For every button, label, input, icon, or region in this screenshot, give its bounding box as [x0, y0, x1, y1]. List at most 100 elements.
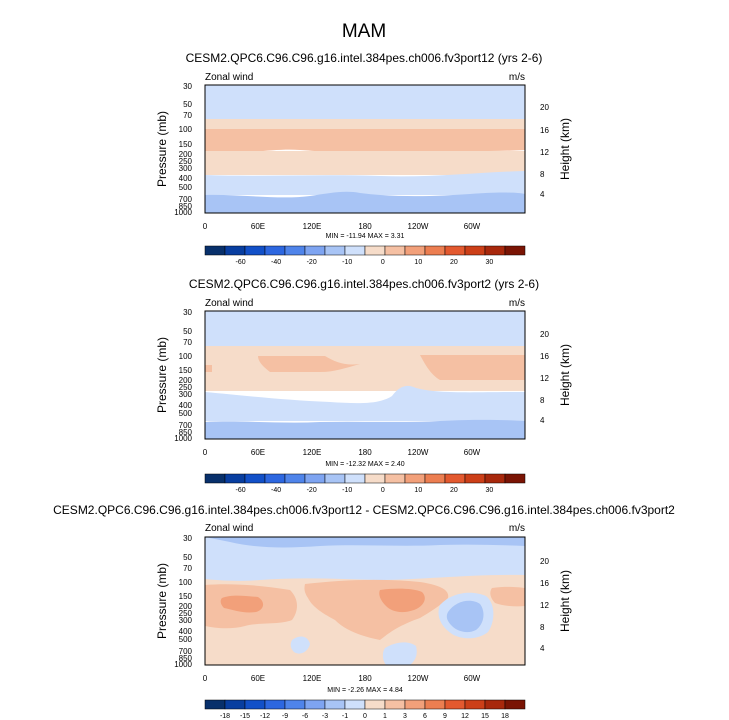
colorbar-label: 9 [443, 713, 447, 720]
y-tick-label: 300 [179, 164, 193, 173]
height-tick-label: 12 [540, 148, 549, 157]
height-tick-label: 12 [540, 601, 549, 610]
y-tick-label: 70 [183, 338, 192, 347]
y-tick-label: 150 [179, 140, 193, 149]
diff-strat-top [205, 537, 525, 548]
y-tick-label: 50 [183, 327, 192, 336]
panel-2-right-label: m/s [509, 298, 525, 309]
colorbar-swatch [364, 473, 386, 484]
panel-2-frame [204, 310, 526, 440]
colorbar-swatch [204, 245, 226, 256]
colorbar-swatch [224, 473, 246, 484]
colorbar-label: -60 [235, 259, 245, 266]
colorbar-label: -10 [342, 259, 352, 266]
y-tick-label: 70 [183, 564, 192, 573]
colorbar-swatch [404, 699, 426, 710]
diff-neg-mid [290, 636, 310, 654]
y-tick-label: 250 [179, 383, 193, 392]
colorbar-label: -20 [307, 487, 317, 494]
colorbar-swatch [464, 245, 486, 256]
colorbar-swatch [484, 245, 506, 256]
x-tick-label: 0 [203, 222, 208, 231]
colorbar-label: 12 [461, 713, 469, 720]
colorbar: -60 -40 -20 -10 0 10 20 30 [204, 473, 526, 494]
panel-1-plot [204, 84, 526, 214]
colorbar: -60 -40 -20 -10 0 10 20 30 [204, 245, 526, 266]
height-tick-label: 20 [540, 103, 549, 112]
y-tick-label: 300 [179, 390, 193, 399]
y-tick-label: 50 [183, 100, 192, 109]
x-tick-label: 180 [358, 448, 372, 457]
colorbar-label: 20 [450, 487, 458, 494]
colorbar-label: -60 [235, 487, 245, 494]
height-tick-label: 4 [540, 190, 545, 199]
panel-3-axes: 30 50 70 100 150 200 250 300 400 500 700… [155, 534, 572, 694]
panel-2-axes: 30 50 70 100 150 200 250 300 400 500 700… [155, 308, 572, 468]
stats-label: MIN = -2.26 MAX = 4.84 [327, 687, 403, 694]
y-tick-label: 30 [183, 308, 192, 317]
height-tick-label: 8 [540, 623, 545, 632]
x-tick-label: 60W [464, 448, 481, 457]
y-tick-label: 30 [183, 82, 192, 91]
y-tick-label: 300 [179, 616, 193, 625]
band-low [205, 419, 525, 439]
panel-2-left-label: Zonal wind [205, 298, 253, 309]
colorbar-swatch [464, 473, 486, 484]
colorbar-swatch [424, 699, 446, 710]
y-tick-label: 700 [179, 647, 193, 656]
colorbar-swatch [264, 473, 286, 484]
jet-core-east [420, 355, 525, 380]
x-tick-label: 60E [251, 222, 265, 231]
y-tick-label: 150 [179, 592, 193, 601]
y-tick-label: 50 [183, 553, 192, 562]
diff-neg-east-core [446, 600, 484, 633]
colorbar-swatch [304, 473, 326, 484]
y-tick-label: 200 [179, 602, 193, 611]
panel-2-title: CESM2.QPC6.C96.C96.g16.intel.384pes.ch00… [189, 277, 539, 291]
height-tick-label: 20 [540, 330, 549, 339]
colorbar-label: 10 [414, 487, 422, 494]
height-tick-label: 16 [540, 126, 549, 135]
colorbar-label: 0 [381, 487, 385, 494]
y-tick-label: 500 [179, 409, 193, 418]
height-tick-label: 8 [540, 170, 545, 179]
height-tick-label: 20 [540, 557, 549, 566]
colorbar-swatch [224, 699, 246, 710]
colorbar-label: 3 [403, 713, 407, 720]
x-tick-label: 0 [203, 448, 208, 457]
colorbar-label: -15 [240, 713, 250, 720]
colorbar-swatch [204, 473, 226, 484]
x-tick-label: 120W [408, 222, 429, 231]
colorbar-swatch [344, 699, 366, 710]
colorbar-swatch [424, 245, 446, 256]
y-axis-title: Pressure (mb) [155, 337, 169, 413]
y-tick-label: 400 [179, 401, 193, 410]
x-tick-label: 120W [408, 448, 429, 457]
y-axis-title: Pressure (mb) [155, 111, 169, 187]
x-tick-label: 60E [251, 674, 265, 683]
colorbar-swatch [244, 699, 266, 710]
colorbar-swatch [404, 473, 426, 484]
y-tick-label: 500 [179, 183, 193, 192]
colorbar-swatch [364, 245, 386, 256]
y-tick-label: 100 [179, 352, 193, 361]
y-tick-label: 850 [179, 428, 193, 437]
y-tick-label: 100 [179, 578, 193, 587]
jet-core-edge [205, 365, 212, 372]
colorbar-label: -12 [260, 713, 270, 720]
x-tick-label: 120E [303, 222, 322, 231]
colorbar-label: 30 [486, 259, 494, 266]
x-tick-label: 60W [464, 674, 481, 683]
diff-pos-central-core [379, 588, 425, 613]
panel-3-right-label: m/s [509, 523, 525, 534]
y-tick-label: 200 [179, 150, 193, 159]
colorbar-label: -1 [342, 713, 348, 720]
colorbar-swatch [264, 245, 286, 256]
figure-title: MAM [342, 21, 386, 42]
panel-1-axes: 30 50 70 100 150 200 250 300 400 500 700… [155, 82, 572, 240]
y-tick-label: 150 [179, 366, 193, 375]
y-tick-label: 1000 [174, 208, 192, 217]
band-mid [205, 171, 525, 195]
diff-strat-neg [205, 537, 525, 581]
y-tick-label: 700 [179, 195, 193, 204]
